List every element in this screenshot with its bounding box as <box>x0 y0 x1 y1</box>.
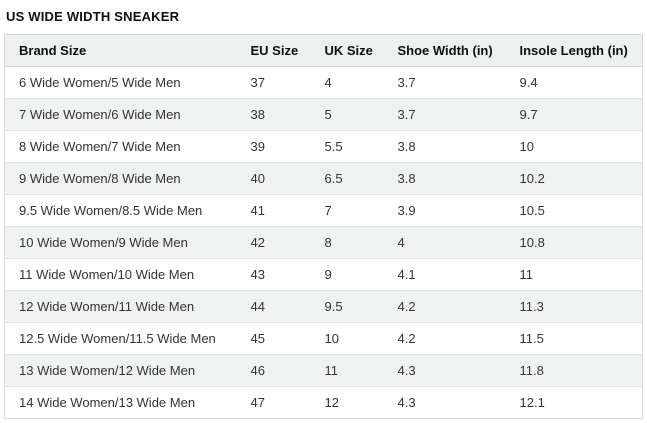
cell-brand-size: 9 Wide Women/8 Wide Men <box>4 162 237 195</box>
cell-brand-size: 13 Wide Women/12 Wide Men <box>4 354 237 387</box>
cell-shoe-width: 4.2 <box>383 322 506 355</box>
column-header-uk-size: UK Size <box>310 34 384 67</box>
table-row: 7 Wide Women/6 Wide Men 38 5 3.7 9.7 <box>4 98 643 131</box>
cell-uk-size: 9.5 <box>310 290 384 323</box>
cell-eu-size: 43 <box>236 258 311 291</box>
cell-brand-size: 12.5 Wide Women/11.5 Wide Men <box>4 322 237 355</box>
table-row: 12.5 Wide Women/11.5 Wide Men 45 10 4.2 11.5 <box>4 322 643 355</box>
table-row: 10 Wide Women/9 Wide Men 42 8 4 10.8 <box>4 226 643 259</box>
cell-brand-size: 10 Wide Women/9 Wide Men <box>4 226 237 259</box>
cell-insole-length: 11 <box>505 258 643 291</box>
table-row: 14 Wide Women/13 Wide Men 47 12 4.3 12.1 <box>4 386 643 419</box>
cell-eu-size: 39 <box>236 130 311 163</box>
cell-insole-length: 10 <box>505 130 643 163</box>
table-row: 8 Wide Women/7 Wide Men 39 5.5 3.8 10 <box>4 130 643 163</box>
cell-brand-size: 7 Wide Women/6 Wide Men <box>4 98 237 131</box>
cell-shoe-width: 4.1 <box>383 258 506 291</box>
cell-shoe-width: 4.3 <box>383 354 506 387</box>
cell-eu-size: 38 <box>236 98 311 131</box>
cell-uk-size: 7 <box>310 194 384 227</box>
cell-uk-size: 8 <box>310 226 384 259</box>
table-row: 12 Wide Women/11 Wide Men 44 9.5 4.2 11.3 <box>4 290 643 323</box>
cell-insole-length: 10.5 <box>505 194 643 227</box>
cell-brand-size: 8 Wide Women/7 Wide Men <box>4 130 237 163</box>
cell-shoe-width: 3.8 <box>383 130 506 163</box>
cell-insole-length: 10.8 <box>505 226 643 259</box>
cell-uk-size: 10 <box>310 322 384 355</box>
cell-insole-length: 9.4 <box>505 66 643 99</box>
column-header-insole-length: Insole Length (in) <box>505 34 643 67</box>
table-body: 6 Wide Women/5 Wide Men 37 4 3.7 9.4 7 Wide W… <box>4 66 643 419</box>
cell-eu-size: 40 <box>236 162 311 195</box>
cell-brand-size: 6 Wide Women/5 Wide Men <box>4 66 237 99</box>
table-row: 13 Wide Women/12 Wide Men 46 11 4.3 11.8 <box>4 354 643 387</box>
column-header-brand-size: Brand Size <box>4 34 237 67</box>
cell-shoe-width: 3.9 <box>383 194 506 227</box>
cell-uk-size: 4 <box>310 66 384 99</box>
cell-shoe-width: 4.2 <box>383 290 506 323</box>
cell-uk-size: 9 <box>310 258 384 291</box>
cell-eu-size: 41 <box>236 194 311 227</box>
cell-shoe-width: 4.3 <box>383 386 506 419</box>
table-row: 9.5 Wide Women/8.5 Wide Men 41 7 3.9 10.5 <box>4 194 643 227</box>
cell-eu-size: 46 <box>236 354 311 387</box>
cell-insole-length: 11.3 <box>505 290 643 323</box>
cell-insole-length: 11.8 <box>505 354 643 387</box>
cell-shoe-width: 4 <box>383 226 506 259</box>
cell-uk-size: 5.5 <box>310 130 384 163</box>
column-header-shoe-width: Shoe Width (in) <box>383 34 506 67</box>
cell-uk-size: 12 <box>310 386 384 419</box>
cell-uk-size: 6.5 <box>310 162 384 195</box>
cell-insole-length: 9.7 <box>505 98 643 131</box>
cell-shoe-width: 3.8 <box>383 162 506 195</box>
table-row: 6 Wide Women/5 Wide Men 37 4 3.7 9.4 <box>4 66 643 99</box>
cell-eu-size: 47 <box>236 386 311 419</box>
cell-eu-size: 44 <box>236 290 311 323</box>
column-header-eu-size: EU Size <box>236 34 311 67</box>
size-chart-table: Brand Size EU Size UK Size Shoe Width (i… <box>4 34 643 419</box>
cell-brand-size: 11 Wide Women/10 Wide Men <box>4 258 237 291</box>
table-header-row: Brand Size EU Size UK Size Shoe Width (i… <box>4 34 643 67</box>
cell-uk-size: 11 <box>310 354 384 387</box>
table-row: 9 Wide Women/8 Wide Men 40 6.5 3.8 10.2 <box>4 162 643 195</box>
page-title: US WIDE WIDTH SNEAKER <box>6 9 180 24</box>
cell-eu-size: 42 <box>236 226 311 259</box>
cell-insole-length: 12.1 <box>505 386 643 419</box>
cell-brand-size: 14 Wide Women/13 Wide Men <box>4 386 237 419</box>
cell-eu-size: 45 <box>236 322 311 355</box>
cell-shoe-width: 3.7 <box>383 98 506 131</box>
cell-shoe-width: 3.7 <box>383 66 506 99</box>
cell-uk-size: 5 <box>310 98 384 131</box>
cell-eu-size: 37 <box>236 66 311 99</box>
cell-brand-size: 9.5 Wide Women/8.5 Wide Men <box>4 194 237 227</box>
cell-brand-size: 12 Wide Women/11 Wide Men <box>4 290 237 323</box>
cell-insole-length: 10.2 <box>505 162 643 195</box>
table-row: 11 Wide Women/10 Wide Men 43 9 4.1 11 <box>4 258 643 291</box>
cell-insole-length: 11.5 <box>505 322 643 355</box>
